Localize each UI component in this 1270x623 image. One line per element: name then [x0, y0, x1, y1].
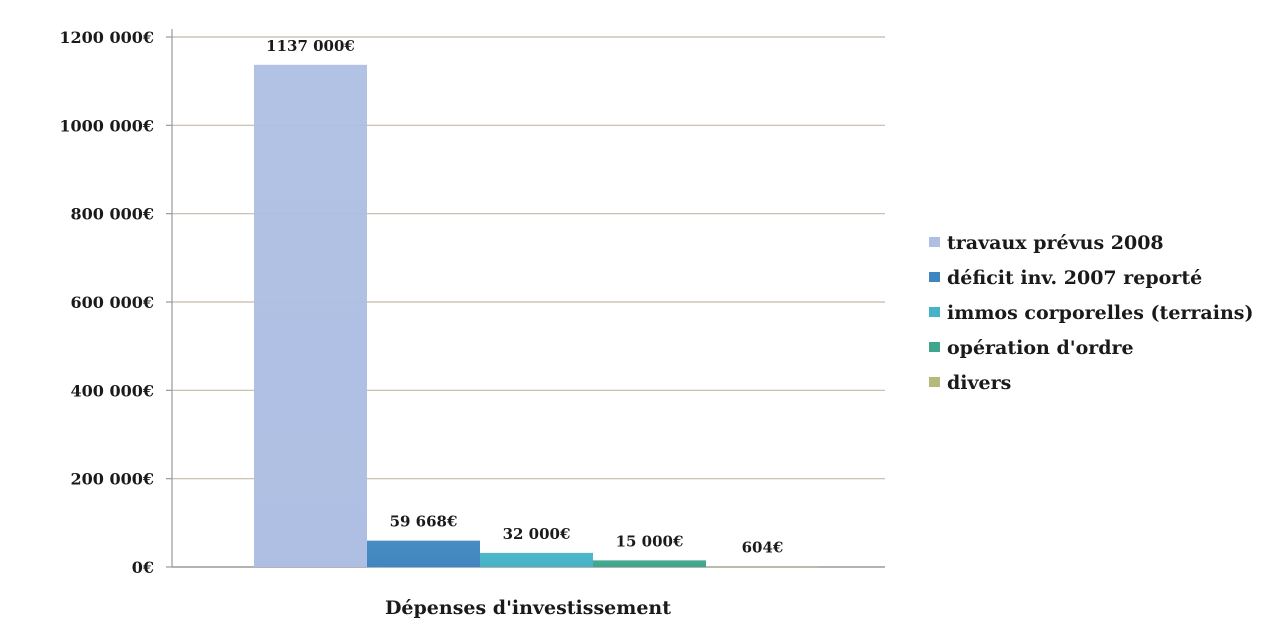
- y-axis-tick-label: 1200 000€: [59, 28, 154, 47]
- legend-label-2: déficit inv. 2007 reporté: [947, 267, 1202, 289]
- legend: travaux prévus 2008 déficit inv. 2007 rep…: [929, 232, 1253, 394]
- legend-swatch-1: [929, 237, 940, 247]
- bar-1: [254, 64, 367, 567]
- data-label-5: 604€: [742, 539, 784, 557]
- legend-label-3: immos corporelles (terrains): [947, 302, 1253, 324]
- data-labels: 1137 000€ 59 668€ 32 000€ 15 000€ 604€: [266, 37, 783, 557]
- legend-label-1: travaux prévus 2008: [947, 232, 1164, 254]
- y-axis-tick-label: 1000 000€: [59, 116, 154, 135]
- data-label-4: 15 000€: [616, 532, 684, 550]
- legend-swatch-4: [929, 342, 940, 352]
- legend-swatch-5: [929, 377, 940, 387]
- bars: [254, 64, 819, 568]
- data-label-1: 1137 000€: [266, 37, 355, 55]
- y-axis-tick-label: 600 000€: [71, 293, 155, 312]
- legend-swatch-3: [929, 307, 940, 317]
- bar-5: [706, 566, 819, 568]
- y-axis-tick-labels: 0€ 200 000€ 400 000€ 600 000€ 800 000€ 1000 0…: [59, 28, 154, 577]
- x-axis-label: Dépenses d'investissement: [385, 597, 671, 619]
- y-axis-tick-label: 400 000€: [71, 381, 155, 400]
- legend-label-4: opération d'ordre: [947, 337, 1134, 359]
- bar-2: [367, 540, 480, 567]
- data-label-2: 59 668€: [390, 513, 458, 531]
- y-axis-tick-label: 800 000€: [71, 205, 155, 224]
- y-axis-tick-label: 0€: [132, 558, 154, 577]
- legend-swatch-2: [929, 272, 940, 282]
- bar-4: [593, 560, 706, 567]
- y-axis-tick-label: 200 000€: [71, 470, 155, 489]
- data-label-3: 32 000€: [503, 525, 571, 543]
- bar-3: [480, 552, 593, 567]
- legend-label-5: divers: [947, 372, 1011, 394]
